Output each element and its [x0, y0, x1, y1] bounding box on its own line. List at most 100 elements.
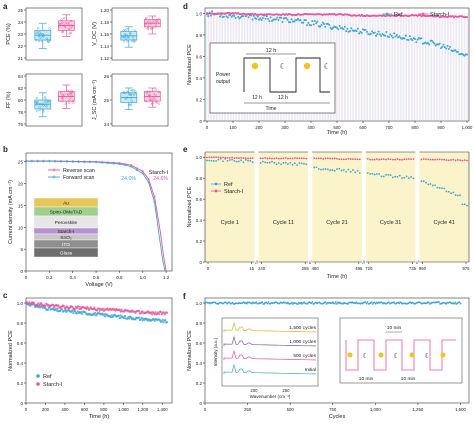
box-point [133, 29, 136, 32]
stability-legend-marker [36, 382, 40, 386]
box-point [146, 20, 150, 24]
cycle-x-label: 0 [207, 266, 210, 271]
jv-marker [153, 195, 156, 198]
jv-marker [135, 168, 139, 172]
cycle-label: Cycle 1 [221, 220, 239, 226]
cycle-point-starch [438, 158, 441, 161]
cycle-legend-label: Starch-I [224, 189, 244, 195]
box-y-tick-label: 24 [104, 122, 110, 127]
cycle-point-starch [208, 156, 211, 159]
stability-point-ref [123, 316, 126, 320]
box-point [63, 16, 66, 20]
stability-point-starch [52, 303, 55, 307]
lightcycle-point [336, 301, 339, 304]
cycle-point-ref [273, 161, 276, 164]
box-point [45, 39, 48, 42]
stability-point-starch [37, 302, 40, 305]
daynight-x-tick-label: 700 [385, 125, 393, 130]
cycle-point-starch [459, 159, 462, 162]
jv-marker [77, 160, 80, 163]
cycle-point-starch [266, 157, 269, 160]
jv-curve-forward [26, 160, 166, 272]
box-point [70, 19, 73, 23]
cycle-point-ref [342, 169, 345, 171]
cycle-point-starch [324, 157, 327, 160]
cycle-point-ref [210, 159, 213, 162]
box-point [122, 91, 125, 95]
lightcycle-point [388, 301, 390, 304]
cycle-point-ref [298, 162, 301, 164]
stability-point-ref [44, 306, 47, 309]
jv-x-tick-label: 1.0 [140, 275, 147, 280]
lightcycle-point [371, 303, 374, 305]
jv-legend-marker [52, 175, 56, 179]
daynight-point-ref [360, 31, 363, 34]
lightcycle-x-tick-label: 1,500 [455, 407, 466, 412]
stability-point-ref [102, 313, 106, 316]
cycle-point-starch [347, 157, 350, 160]
box-point [38, 31, 41, 34]
cycle-point-ref [385, 173, 387, 176]
cycle-point-ref [291, 163, 294, 166]
stability-point-ref [75, 312, 78, 315]
daynight-point-ref [432, 41, 435, 44]
cycle-point-ref [358, 172, 361, 175]
lightcycle-point [373, 301, 376, 304]
cycle-point-starch [450, 159, 452, 161]
cycle-point-ref [313, 166, 316, 169]
daynight-point-ref [449, 45, 452, 48]
daynight-point-ref [349, 30, 351, 33]
box-point [42, 35, 45, 38]
box-point [70, 91, 73, 94]
cycle-point-starch [425, 158, 427, 161]
cycle-point-ref [456, 194, 459, 197]
box-point [70, 93, 73, 96]
cycle-point-ref [391, 176, 394, 179]
stability-x-tick-label: 400 [61, 407, 69, 412]
moon-icon: ☾ [362, 352, 368, 360]
daynight-point-ref [280, 16, 283, 19]
daynight-y-tick-label: 0.4 [196, 76, 203, 81]
cycle-point-ref [407, 177, 410, 180]
inset-ylabel-1: Power [216, 72, 231, 78]
box-subplot-frame [25, 7, 83, 61]
cycle-point-starch [340, 158, 343, 161]
jv-x-tick-label: 1.2 [163, 275, 170, 280]
box-point [39, 36, 42, 39]
stability-point-starch [93, 306, 96, 309]
jv-y-tick-label: 20 [18, 182, 24, 187]
daynight-point-ref [271, 20, 273, 23]
spectra-ylabel: Intensity (a.u.) [213, 337, 218, 366]
daynight-point-ref [427, 41, 429, 44]
cycle-point-ref [275, 163, 278, 166]
cycle-point-ref [436, 186, 439, 189]
stability-point-ref [60, 308, 64, 311]
cycle-point-starch [242, 157, 245, 160]
lightcycle-point [347, 303, 349, 305]
box-point [64, 102, 67, 105]
cycle-point-ref [447, 190, 450, 193]
daynight-point-ref [226, 16, 229, 19]
cycle-background [205, 152, 255, 262]
box-point [157, 102, 161, 105]
daynight-point-ref [393, 32, 396, 35]
cycle-legend-marker [214, 182, 218, 186]
daynight-point-ref [415, 41, 418, 44]
stability-point-ref [80, 312, 84, 316]
cycle-point-starch [401, 158, 403, 161]
box-point [154, 100, 158, 103]
lightcycle-frame [204, 297, 470, 404]
daynight-point-ref [359, 30, 362, 33]
daynight-point-starch [295, 14, 298, 17]
stability-point-ref [127, 315, 130, 318]
lightcycle-point [265, 301, 268, 304]
daynight-point-ref [260, 19, 263, 22]
box-point [145, 91, 148, 95]
cycle-x-label: 240 [258, 266, 266, 271]
box-point [154, 25, 157, 28]
stability-point-ref [126, 317, 129, 320]
cycle-point-starch [410, 158, 413, 161]
device-layer-label: Au [63, 201, 69, 207]
box-point [154, 88, 157, 91]
daynight-y-tick-label: 0.6 [196, 54, 203, 59]
